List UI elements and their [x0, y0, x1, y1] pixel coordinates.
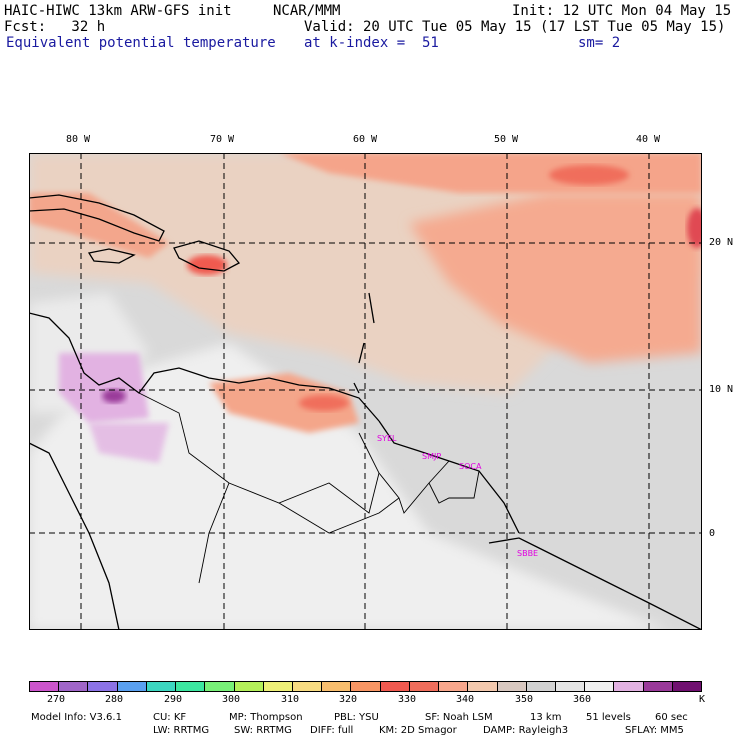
- colorbar-segment: [526, 682, 556, 691]
- colorbar-segment: [468, 682, 498, 691]
- colorbar-tick: 350: [515, 694, 534, 705]
- lat-label-0: 0: [709, 528, 716, 539]
- colorbar-segment: [497, 682, 527, 691]
- station-smjp: SMJP: [422, 452, 441, 461]
- colorbar-segment: [263, 682, 293, 691]
- lon-label-70w: 70 W: [210, 134, 235, 145]
- footer-cu: CU: KF: [153, 712, 187, 723]
- footer-model-info: Model Info: V3.6.1: [31, 712, 122, 723]
- footer-km: KM: 2D Smagor: [379, 725, 457, 736]
- station-soca: SOCA: [459, 462, 482, 471]
- lat-lon-grid: [29, 153, 702, 630]
- country-borders: [138, 392, 480, 584]
- colorbar-segment: [176, 682, 206, 691]
- colorbar-segment: [643, 682, 673, 691]
- field-name: Equivalent potential temperature: [6, 35, 276, 51]
- lat-label-20n: 20 N: [709, 237, 734, 248]
- colorbar-tick: 280: [105, 694, 124, 705]
- footer-diff: DIFF: full: [310, 725, 354, 736]
- colorbar-segment: [672, 682, 702, 691]
- theta-e-map: SYEL SMJP SOCA SBBE: [29, 153, 702, 630]
- colorbar-segment: [117, 682, 147, 691]
- footer-pbl: PBL: YSU: [334, 712, 379, 723]
- colorbar-segment: [234, 682, 264, 691]
- colorbar-segment: [585, 682, 615, 691]
- colorbar-segment: [614, 682, 644, 691]
- colorbar-segment: [292, 682, 323, 691]
- footer-sflay: SFLAY: MM5: [625, 725, 684, 736]
- level-index: at k-index = 51: [304, 35, 439, 51]
- field-shading: [29, 153, 702, 630]
- colorbar-tick: 340: [456, 694, 475, 705]
- colorbar-tick: 320: [339, 694, 358, 705]
- colorbar-tick: 270: [47, 694, 66, 705]
- colorbar: [29, 681, 702, 692]
- colorbar-unit: K: [699, 694, 706, 705]
- colorbar-tick: 330: [398, 694, 417, 705]
- map-frame: [29, 153, 702, 630]
- lon-label-50w: 50 W: [494, 134, 519, 145]
- colorbar-segment: [409, 682, 440, 691]
- init-time: Init: 12 UTC Mon 04 May 15: [512, 3, 732, 19]
- colorbar-segment: [555, 682, 586, 691]
- footer-sw: SW: RRTMG: [234, 725, 292, 736]
- colorbar-segment: [30, 682, 60, 691]
- lon-label-60w: 60 W: [353, 134, 378, 145]
- colorbar-tick: 360: [573, 694, 592, 705]
- lon-label-80w: 80 W: [66, 134, 91, 145]
- colorbar-segment: [59, 682, 89, 691]
- station-syel: SYEL: [377, 434, 397, 443]
- colorbar-segment: [439, 682, 469, 691]
- colorbar-segment: [88, 682, 118, 691]
- footer-lw: LW: RRTMG: [153, 725, 210, 736]
- valid-time: Valid: 20 UTC Tue 05 May 15 (17 LST Tue …: [304, 19, 726, 35]
- colorbar-segment: [205, 682, 235, 691]
- colorbar-segment: [322, 682, 352, 691]
- colorbar-segment: [380, 682, 410, 691]
- station-sbbe: SBBE: [517, 549, 538, 558]
- colorbar-segment: [146, 682, 177, 691]
- forecast-hour: Fcst: 32 h: [4, 19, 106, 35]
- smoothing: sm= 2: [578, 35, 621, 51]
- footer-mp: MP: Thompson: [229, 712, 303, 723]
- footer-resolution: 13 km: [530, 712, 562, 723]
- lon-label-40w: 40 W: [636, 134, 661, 145]
- model-title: HAIC-HIWC 13km ARW-GFS init: [4, 3, 232, 19]
- organization: NCAR/MMM: [273, 3, 341, 19]
- footer-timestep: 60 sec: [655, 712, 688, 723]
- colorbar-tick: 290: [164, 694, 183, 705]
- footer-sf: SF: Noah LSM: [425, 712, 493, 723]
- footer-levels: 51 levels: [586, 712, 631, 723]
- colorbar-tick: 310: [281, 694, 300, 705]
- lat-label-10n: 10 N: [709, 384, 734, 395]
- footer-damp: DAMP: Rayleigh3: [483, 725, 569, 736]
- colorbar-segment: [351, 682, 381, 691]
- colorbar-tick: 300: [222, 694, 241, 705]
